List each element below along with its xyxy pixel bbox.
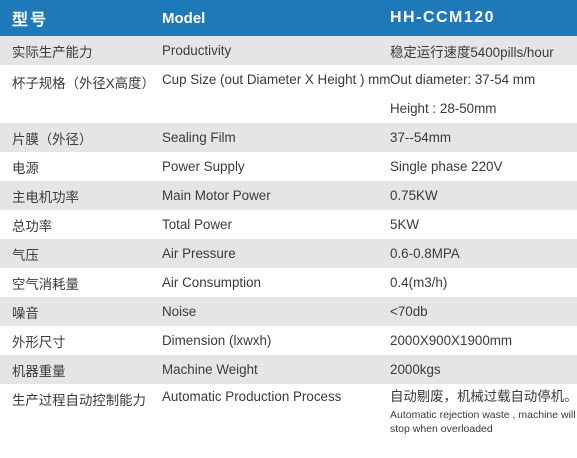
cell-en: Noise [162, 304, 197, 319]
table-row-main-motor-power: 主电机功率 Main Motor Power 0.75KW [0, 181, 577, 210]
cell-value-note: Automatic rejection waste , machine will… [390, 409, 576, 435]
table-row-machine-weight: 机器重量 Machine Weight 2000kgs [0, 355, 577, 384]
cell-en: Machine Weight [162, 362, 258, 377]
cell-cn: 总功率 [12, 218, 53, 234]
table-row-dimension: 外形尺寸 Dimension (lxwxh) 2000X900X1900mm [0, 326, 577, 355]
cell-cn: 噪音 [12, 305, 39, 321]
table-row-air-pressure: 气压 Air Pressure 0.6-0.8MPA [0, 239, 577, 268]
cell-value: 0.75KW [390, 188, 438, 203]
cell-value-line2: Height : 28-50mm [390, 101, 497, 116]
table-row-cup-size: 杯子规格（外径X高度） Cup Size (out Diameter X Hei… [0, 65, 577, 123]
cell-en: Total Power [162, 217, 232, 232]
cell-value: 5KW [390, 217, 420, 232]
cell-value: 0.6-0.8MPA [390, 246, 460, 261]
table-row-noise: 噪音 Noise <70db [0, 297, 577, 326]
table-row-automatic-process: 生产过程自动控制能力 Automatic Production Process … [0, 384, 577, 437]
cell-cn: 气压 [12, 247, 39, 263]
table-row-sealing-film: 片膜（外径） Sealing Film 37--54mm [0, 123, 577, 152]
cell-value-main: 自动剔废，机械过载自动停机。 [390, 389, 577, 404]
cell-en: Productivity [162, 43, 232, 58]
cell-value: 2000kgs [390, 362, 441, 377]
cell-cn: 空气消耗量 [12, 276, 79, 292]
cell-en: Power Supply [162, 159, 245, 174]
table-row-air-consumption: 空气消耗量 Air Consumption 0.4(m3/h) [0, 268, 577, 297]
header-model-number: HH-CCM120 [390, 9, 496, 26]
cell-value: <70db [390, 304, 428, 319]
cell-value: Single phase 220V [390, 159, 503, 174]
cell-value: 稳定运行速度5400pills/hour [390, 44, 554, 60]
cell-value: Out diameter: 37-54 mm Height : 28-50mm [380, 65, 577, 123]
cell-cn: 主电机功率 [12, 189, 79, 205]
cell-en: Main Motor Power [162, 188, 271, 203]
cell-en: Automatic Production Process [162, 389, 342, 404]
cell-value: 0.4(m3/h) [390, 275, 448, 290]
cell-en: Sealing Film [162, 130, 236, 145]
cell-cn: 实际生产能力 [12, 44, 93, 60]
cell-cn: 电源 [12, 160, 39, 176]
cell-en: Dimension (lxwxh) [162, 333, 272, 348]
table-row-total-power: 总功率 Total Power 5KW [0, 210, 577, 239]
cell-cn: 杯子规格（外径X高度） [12, 76, 155, 91]
cell-cn: 生产过程自动控制能力 [12, 393, 146, 408]
cell-value: 自动剔废，机械过载自动停机。 Automatic rejection waste… [380, 384, 577, 437]
header-model-cn: 型号 [12, 12, 49, 29]
cell-value: 37--54mm [390, 130, 452, 145]
cell-en: Cup Size (out Diameter X Height ) mm [162, 72, 391, 87]
cell-en: Air Consumption [162, 275, 261, 290]
cell-cn: 机器重量 [12, 363, 66, 379]
cell-cn: 片膜（外径） [12, 131, 93, 147]
table-row-productivity: 实际生产能力 Productivity 稳定运行速度5400pills/hour [0, 36, 577, 65]
cell-value: 2000X900X1900mm [390, 333, 513, 348]
header-model-en: Model [162, 9, 206, 27]
cell-cn: 外形尺寸 [12, 334, 66, 350]
cell-value-line1: Out diameter: 37-54 mm [390, 72, 536, 87]
spec-table: 型号 Model HH-CCM120 实际生产能力 Productivity 稳… [0, 0, 577, 437]
table-header: 型号 Model HH-CCM120 [0, 0, 577, 36]
cell-en: Air Pressure [162, 246, 236, 261]
table-row-power-supply: 电源 Power Supply Single phase 220V [0, 152, 577, 181]
